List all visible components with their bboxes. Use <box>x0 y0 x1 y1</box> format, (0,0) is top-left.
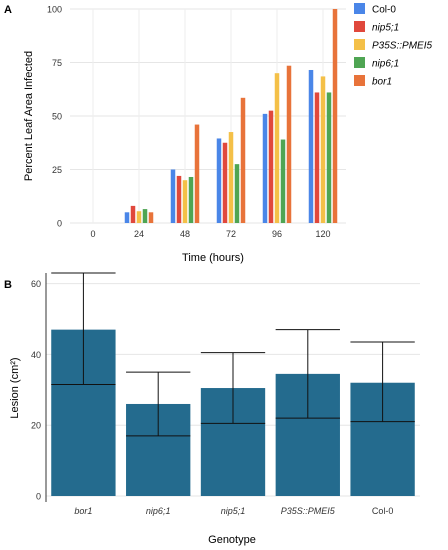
bar-p35s-pmei5-72 <box>228 132 234 223</box>
bar-nip5-1-120 <box>314 92 320 224</box>
panel-a-x-axis-label: Time (hours) <box>182 252 244 264</box>
bar-bor1-24 <box>148 212 154 223</box>
legend-swatch-col-0 <box>354 3 365 14</box>
bar-nip6-1-72 <box>234 164 240 223</box>
bar-col-0-96 <box>262 113 268 223</box>
legend-label-col-0: Col-0 <box>372 5 396 16</box>
panel-b-y-axis-label: Lesion (cm²) <box>9 357 21 418</box>
bar-col-0-120 <box>308 69 314 224</box>
panel-a-y-ticks: 0 25 50 75 100 <box>47 5 62 229</box>
bar-p35s-pmei5-96 <box>274 73 280 223</box>
panel-b-x-ticks: bor1 nip6;1 nip5;1 P35S::PMEI5 Col-0 <box>74 506 393 516</box>
bar-nip6-1-96 <box>280 139 286 223</box>
legend-label-nip5-1: nip5;1 <box>372 23 399 34</box>
x-tick-label: nip5;1 <box>221 506 246 516</box>
bar-nip5-1-48 <box>176 175 182 223</box>
y-tick-label: 50 <box>52 112 62 122</box>
legend-swatch-bor1 <box>354 75 365 86</box>
x-tick-label: bor1 <box>74 506 92 516</box>
bar-nip5-1-96 <box>268 110 274 223</box>
legend-label-bor1: bor1 <box>372 77 392 88</box>
panel-a-x-ticks: 0 24 48 72 96 120 <box>90 229 330 239</box>
panel-b-chart: B 0 20 40 60 bor1 nip6;1 nip5;1 P35S::PMEI5 Col… <box>4 272 420 546</box>
x-tick-label: 120 <box>315 229 330 239</box>
panel-b-y-ticks: 0 20 40 60 <box>31 279 41 501</box>
y-tick-label: 25 <box>52 165 62 175</box>
panel-b-label: B <box>4 279 12 291</box>
y-tick-label: 40 <box>31 350 41 360</box>
bar-p35s-pmei5-120 <box>320 76 326 223</box>
y-tick-label: 0 <box>36 492 41 502</box>
y-tick-label: 60 <box>31 279 41 289</box>
y-tick-label: 75 <box>52 58 62 68</box>
bar-nip6-1-48 <box>188 176 194 223</box>
bar-col-0-48 <box>170 169 176 223</box>
bar-col-0-24 <box>124 212 130 223</box>
y-tick-label: 100 <box>47 5 62 15</box>
bar-col-0-72 <box>216 138 222 223</box>
panel-a-bars <box>124 9 338 224</box>
legend-label-p35s-pmei5: P35S::PMEI5 <box>372 41 432 52</box>
panel-a-chart: A 0 25 50 75 100 0 24 48 72 96 120 Percent Leaf A… <box>4 3 432 264</box>
y-tick-label: 20 <box>31 421 41 431</box>
x-tick-label: P35S::PMEI5 <box>281 506 336 516</box>
x-tick-label: 24 <box>134 229 144 239</box>
bar-bor1-96 <box>286 65 292 224</box>
bar-bor1-48 <box>194 124 200 223</box>
bar-nip5-1-24 <box>130 205 136 223</box>
panel-b-bars <box>51 329 415 496</box>
legend-swatch-nip5-1 <box>354 21 365 32</box>
bar-bor1-72 <box>240 97 246 223</box>
bar-nip6-1-120 <box>326 92 332 224</box>
bar-p35s-pmei5-48 <box>182 180 188 223</box>
panel-b-error-bars <box>51 272 415 437</box>
bar-nip5-1-72 <box>222 142 228 223</box>
x-tick-label: 96 <box>272 229 282 239</box>
y-tick-label: 0 <box>57 219 62 229</box>
panel-b-x-axis-label: Genotype <box>208 534 256 546</box>
bar-bor1-120 <box>332 9 338 223</box>
bar-nip6-1-24 <box>142 209 148 223</box>
legend-swatch-p35s-pmei5 <box>354 39 365 50</box>
legend-label-nip6-1: nip6;1 <box>372 59 399 70</box>
x-tick-label: nip6;1 <box>146 506 171 516</box>
panel-a-grid <box>70 8 346 224</box>
panel-a-label: A <box>4 4 12 16</box>
bar-p35s-pmei5-24 <box>136 211 142 223</box>
legend-swatch-nip6-1 <box>354 57 365 68</box>
x-tick-label: 48 <box>180 229 190 239</box>
x-tick-label: 0 <box>90 229 95 239</box>
x-tick-label: Col-0 <box>372 506 394 516</box>
panel-a-y-axis-label: Percent Leaf Area Infected <box>23 51 35 181</box>
x-tick-label: 72 <box>226 229 236 239</box>
